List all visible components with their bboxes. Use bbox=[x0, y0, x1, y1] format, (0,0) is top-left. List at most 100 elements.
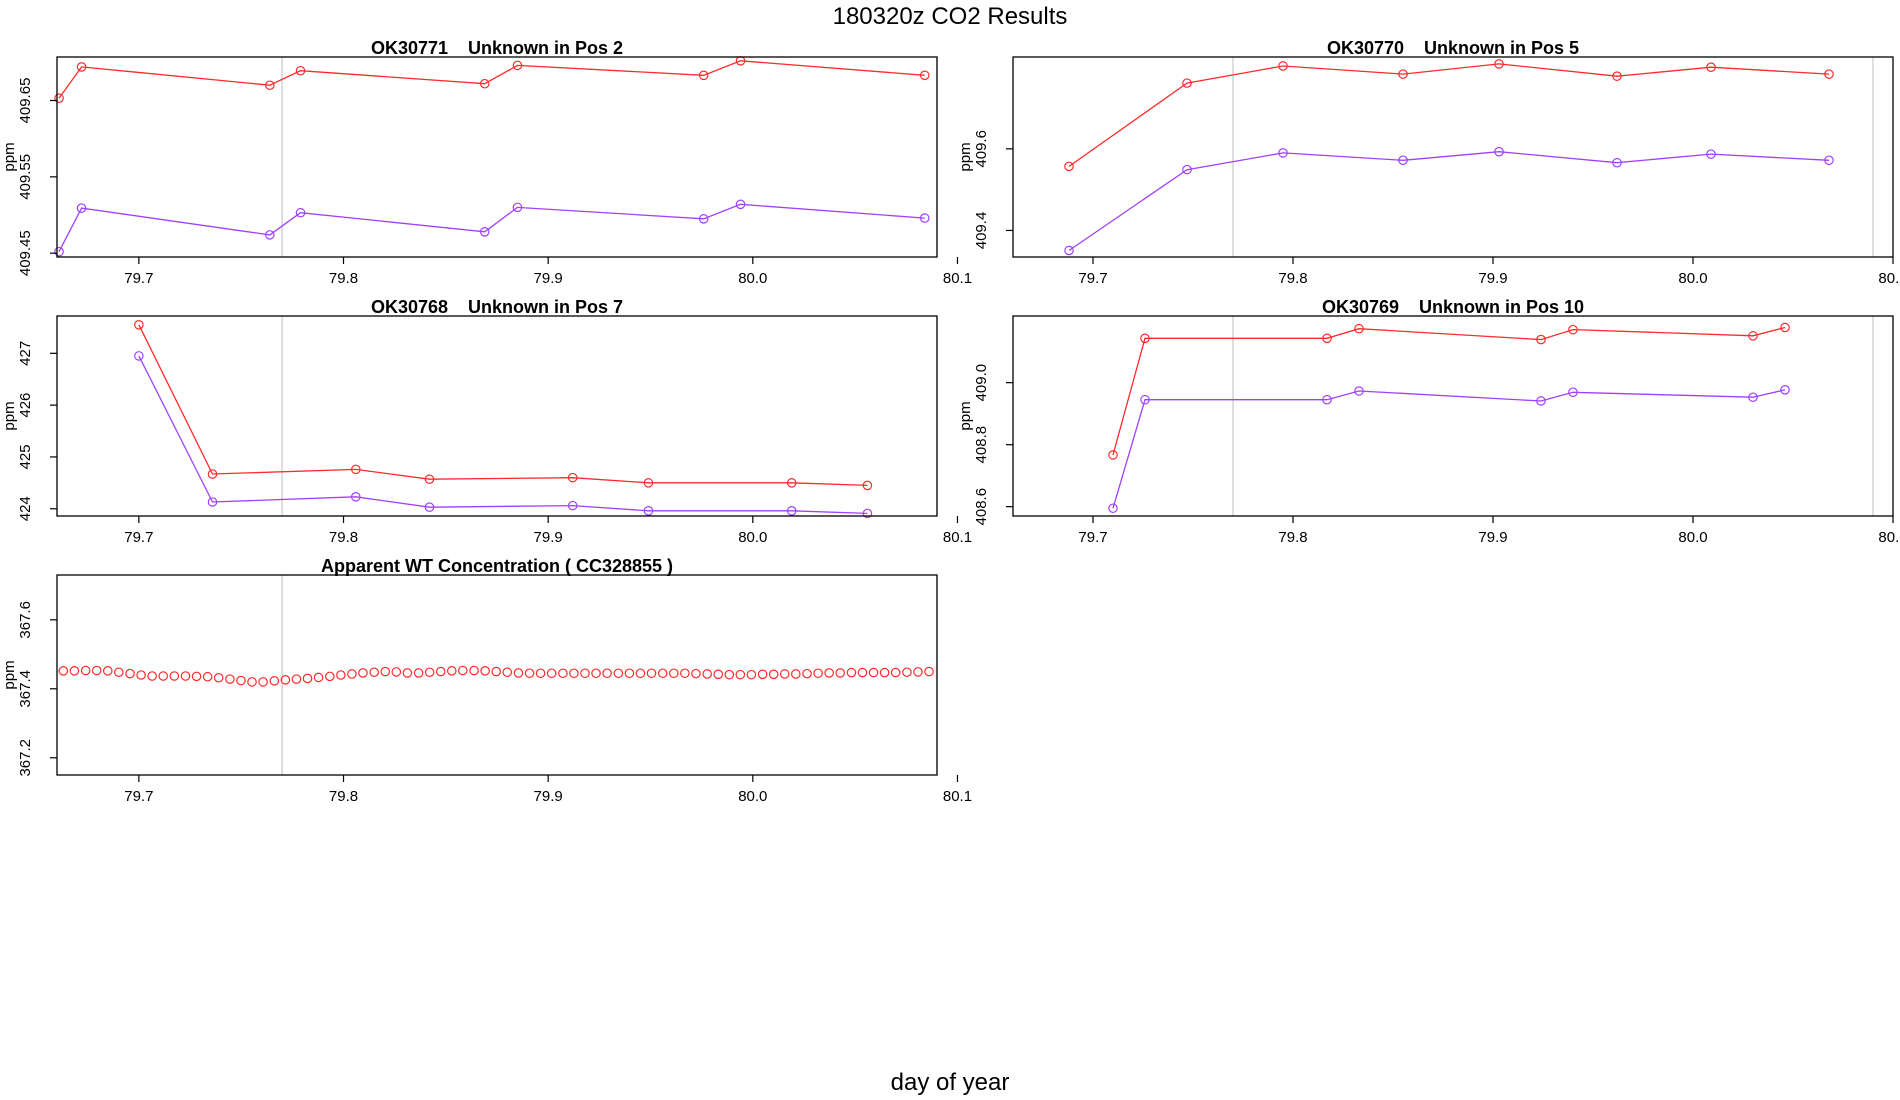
data-point-purple bbox=[1494, 146, 1504, 157]
series-line-purple bbox=[1112, 389, 1786, 509]
data-point-red bbox=[1536, 334, 1546, 345]
panel-1: 79.7 79.8 79.9 80.0 80.1 409.45 409.55 409.65 pp… bbox=[1, 56, 972, 287]
data-point-purple bbox=[735, 199, 746, 210]
data-point-purple bbox=[207, 497, 218, 507]
data-point-red bbox=[324, 671, 335, 682]
data-point-red bbox=[813, 668, 823, 679]
data-point-red bbox=[358, 668, 368, 678]
panel-5-title: Apparent WT Concentration ( CC328855 ) bbox=[320, 556, 674, 576]
data-point-red bbox=[1108, 450, 1118, 460]
data-point-red bbox=[202, 671, 213, 682]
data-point-red bbox=[524, 668, 535, 679]
data-point-red bbox=[269, 676, 280, 686]
data-point-red bbox=[369, 667, 380, 678]
x-tick-label: 80.0 bbox=[738, 788, 767, 805]
x-axis-label: day of year bbox=[890, 1069, 1010, 1096]
data-point-red bbox=[191, 671, 202, 682]
data-point-purple bbox=[862, 508, 873, 519]
data-point-red bbox=[435, 666, 446, 677]
data-point-red bbox=[786, 478, 797, 488]
data-point-red bbox=[580, 668, 590, 679]
y-tick-label: 409.65 bbox=[17, 78, 34, 124]
data-point-purple bbox=[1322, 394, 1332, 405]
panel-3: 79.7 79.8 79.9 80.0 80.1 424 425 426 427 ppm bbox=[1, 315, 972, 546]
y-tick-label: 427 bbox=[17, 341, 34, 366]
data-point-red bbox=[1354, 323, 1364, 334]
y-tick-label: 408.8 bbox=[973, 426, 990, 464]
data-point-red bbox=[802, 668, 812, 679]
data-point-red bbox=[247, 677, 257, 687]
data-point-red bbox=[458, 665, 468, 676]
data-point-red bbox=[424, 667, 435, 678]
data-point-red bbox=[158, 671, 169, 681]
data-point-red bbox=[669, 668, 679, 679]
x-tick-label: 80.1 bbox=[943, 270, 972, 287]
data-point-purple bbox=[1706, 149, 1716, 159]
y-tick-label: 409.4 bbox=[973, 212, 990, 250]
panel-2-title: OK30770 Unknown in Pos 5 bbox=[1326, 38, 1580, 58]
x-tick-label: 80.0 bbox=[1678, 270, 1707, 287]
data-point-red bbox=[480, 666, 490, 676]
plot-frame bbox=[1012, 56, 1894, 258]
x-tick-label: 79.8 bbox=[329, 270, 358, 287]
data-point-red bbox=[680, 668, 690, 679]
data-point-purple bbox=[1278, 148, 1288, 158]
data-point-red bbox=[125, 668, 135, 679]
y-axis-title: ppm bbox=[957, 142, 974, 171]
series-line-red bbox=[1112, 326, 1786, 456]
data-point-red bbox=[295, 65, 306, 76]
data-point-red bbox=[862, 480, 873, 491]
y-tick-label: 409.6 bbox=[973, 130, 990, 168]
data-point-red bbox=[479, 78, 490, 89]
data-point-red bbox=[702, 669, 712, 679]
y-tick-label: 425 bbox=[17, 444, 34, 469]
data-point-red bbox=[546, 668, 557, 679]
data-point-red bbox=[58, 666, 69, 676]
data-point-red bbox=[380, 666, 391, 677]
data-point-red bbox=[790, 669, 801, 679]
x-tick-label: 80.0 bbox=[738, 270, 767, 287]
data-point-purple bbox=[1536, 396, 1546, 406]
data-point-red bbox=[646, 668, 657, 679]
data-point-red bbox=[624, 668, 635, 679]
data-point-red bbox=[857, 667, 868, 678]
x-tick-label: 79.9 bbox=[1478, 270, 1507, 287]
plot-frame bbox=[56, 574, 938, 776]
x-tick-label: 79.9 bbox=[534, 529, 563, 546]
plot-frame bbox=[56, 56, 938, 258]
y-tick-label: 408.6 bbox=[973, 488, 990, 526]
x-tick-label: 80.1 bbox=[943, 529, 972, 546]
data-point-red bbox=[890, 667, 901, 678]
data-point-red bbox=[446, 666, 457, 676]
data-point-red bbox=[91, 665, 102, 676]
data-point-red bbox=[134, 320, 144, 330]
x-tick-label: 79.8 bbox=[329, 788, 358, 805]
data-point-purple bbox=[350, 492, 361, 502]
data-point-purple bbox=[1824, 155, 1834, 166]
data-point-red bbox=[265, 80, 275, 91]
data-point-purple bbox=[1780, 384, 1790, 395]
data-point-red bbox=[724, 669, 735, 680]
data-point-red bbox=[169, 671, 180, 681]
data-point-red bbox=[69, 666, 80, 676]
x-tick-label: 79.7 bbox=[1078, 529, 1107, 546]
data-point-red bbox=[1182, 78, 1192, 88]
data-point-red bbox=[698, 70, 709, 81]
data-point-red bbox=[913, 667, 923, 677]
data-point-red bbox=[502, 667, 513, 678]
panel-4-title: OK30769 Unknown in Pos 10 bbox=[1321, 297, 1585, 317]
data-point-red bbox=[280, 675, 291, 685]
data-point-red bbox=[469, 665, 479, 676]
y-tick-label: 367.4 bbox=[17, 670, 34, 708]
series-line-red bbox=[58, 60, 925, 99]
data-point-purple bbox=[134, 351, 144, 361]
x-tick-label: 80.0 bbox=[1678, 529, 1707, 546]
data-point-red bbox=[902, 667, 912, 678]
data-point-purple bbox=[295, 207, 306, 218]
data-point-red bbox=[1780, 322, 1790, 333]
data-point-red bbox=[1064, 161, 1074, 172]
x-tick-label: 79.8 bbox=[1278, 529, 1307, 546]
x-tick-label: 79.9 bbox=[1478, 529, 1507, 546]
series-line-purple bbox=[138, 355, 868, 515]
